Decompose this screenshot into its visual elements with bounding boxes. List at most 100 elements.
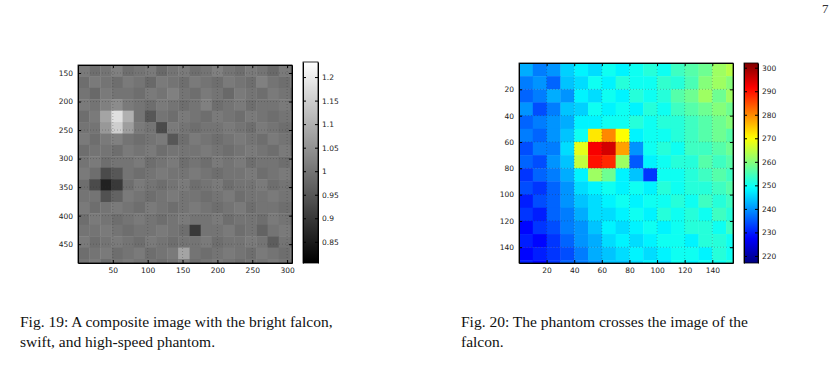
heatmap-cell xyxy=(178,145,190,157)
heatmap-cell xyxy=(279,179,291,191)
tick-mark xyxy=(315,242,318,243)
heatmap-cell xyxy=(78,133,90,145)
tick: 300 xyxy=(755,64,777,73)
heatmap-cell xyxy=(616,155,630,169)
heatmap-cell xyxy=(560,221,574,235)
heatmap-cell xyxy=(574,234,588,248)
heatmap-cell xyxy=(223,156,235,168)
heatmap-cell xyxy=(256,111,268,123)
heatmap-cell xyxy=(256,202,268,214)
tick xyxy=(730,247,733,248)
tick-mark xyxy=(315,148,318,149)
heatmap-cell xyxy=(602,168,616,182)
heatmap-cell xyxy=(245,122,257,134)
heatmap-cell xyxy=(657,181,671,195)
grid-line xyxy=(657,63,658,263)
heatmap-cell xyxy=(78,122,90,134)
tick-mark xyxy=(289,159,292,160)
heatmap-cell xyxy=(726,181,733,195)
tick: 290 xyxy=(755,87,777,96)
heatmap-cell xyxy=(616,168,630,182)
heatmap-cell xyxy=(201,111,213,123)
heatmap-cell xyxy=(190,179,202,191)
heatmap-cell xyxy=(712,63,726,77)
heatmap-cell xyxy=(178,259,190,263)
tick-mark xyxy=(685,260,686,263)
heatmap-cell xyxy=(190,259,202,263)
tick: 230 xyxy=(755,228,777,237)
tick-mark xyxy=(730,195,733,196)
y-tick-label: 120 xyxy=(500,217,515,226)
heatmap-cell xyxy=(223,65,235,77)
tick xyxy=(252,65,253,68)
heatmap-cell xyxy=(134,202,146,214)
heatmap-cell xyxy=(685,129,699,143)
tick-mark xyxy=(657,63,658,66)
heatmap-cell xyxy=(78,236,90,248)
heatmap-cell xyxy=(256,259,268,263)
heatmap-cell xyxy=(602,89,616,103)
heatmap-cell xyxy=(602,116,616,130)
heatmap-cell xyxy=(234,225,246,237)
heatmap-cell xyxy=(145,236,157,248)
heatmap-cell xyxy=(698,76,712,90)
tick xyxy=(744,185,747,186)
heatmap-cell xyxy=(100,133,112,145)
heatmap-cell xyxy=(223,191,235,203)
heatmap-cell xyxy=(89,122,101,134)
tick: 200 xyxy=(211,260,226,275)
heatmap-cell xyxy=(100,202,112,214)
tick: 120 xyxy=(678,260,693,275)
heatmap-cell xyxy=(533,168,547,182)
heatmap-cell xyxy=(533,102,547,116)
heatmap-cell xyxy=(100,88,112,100)
heatmap-cell xyxy=(167,156,179,168)
heatmap-cell xyxy=(134,145,146,157)
heatmap-cell xyxy=(712,234,726,248)
x-tick-label: 60 xyxy=(598,266,608,275)
heatmap-cell xyxy=(234,179,246,191)
grid-line xyxy=(182,65,183,263)
heatmap-cell xyxy=(145,122,157,134)
heatmap-cell xyxy=(616,102,630,116)
heatmap-cell xyxy=(178,202,190,214)
grid-line xyxy=(252,65,253,263)
heatmap-cell xyxy=(712,208,726,222)
heatmap-cell xyxy=(574,129,588,143)
heatmap-cell xyxy=(123,225,135,237)
grid-line xyxy=(78,101,292,102)
heatmap-cell xyxy=(685,221,699,235)
heatmap-cell xyxy=(519,76,533,90)
tick xyxy=(547,63,548,66)
tick xyxy=(730,168,733,169)
y-tick-label: 140 xyxy=(500,243,515,252)
heatmap-cell xyxy=(123,259,135,263)
heatmap-cell xyxy=(201,236,213,248)
x-tick-label: 20 xyxy=(542,266,552,275)
heatmap-cell xyxy=(201,99,213,111)
heatmap-cell xyxy=(145,191,157,203)
heatmap-cell xyxy=(223,259,235,263)
heatmap-cell xyxy=(629,116,643,130)
heatmap-cell xyxy=(89,65,101,77)
tick xyxy=(183,65,184,68)
heatmap-cell xyxy=(234,191,246,203)
heatmap-cell xyxy=(685,155,699,169)
heatmap-cell xyxy=(547,221,561,235)
heatmap-cell xyxy=(279,191,291,203)
tick-mark xyxy=(574,260,575,263)
page: 7501001502002503001502002503003504004500… xyxy=(0,0,833,371)
y-tick-label: 350 xyxy=(59,183,74,192)
grid-line xyxy=(78,187,292,188)
heatmap-cell xyxy=(560,208,574,222)
tick-mark xyxy=(289,130,292,131)
heatmap-cell xyxy=(657,234,671,248)
heatmap-cell xyxy=(547,234,561,248)
heatmap-cell xyxy=(643,195,657,209)
heatmap-cell xyxy=(201,225,213,237)
heatmap-cell xyxy=(533,195,547,209)
axis-line xyxy=(303,63,304,264)
heatmap-cell xyxy=(657,221,671,235)
heatmap-cell xyxy=(178,76,190,88)
heatmap-cell xyxy=(167,225,179,237)
